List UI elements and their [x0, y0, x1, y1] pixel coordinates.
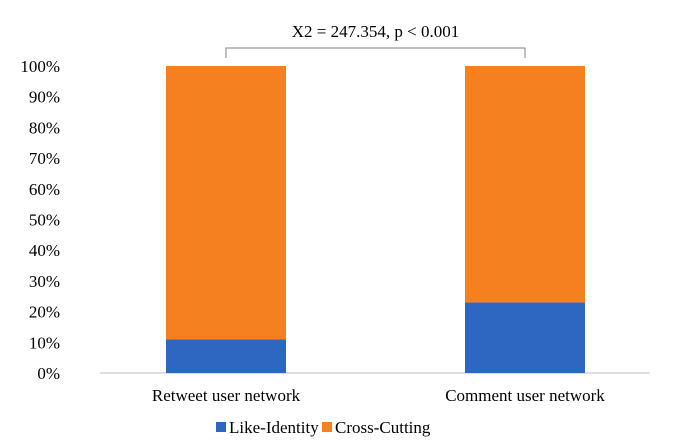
- y-tick-label: 40%: [29, 241, 60, 260]
- significance-bracket: [225, 47, 526, 58]
- legend-label: Like-Identity: [229, 418, 319, 437]
- y-tick-label: 10%: [29, 333, 60, 352]
- y-tick-label: 0%: [37, 364, 60, 383]
- legend-swatch: [322, 422, 332, 432]
- legend-label: Cross-Cutting: [335, 418, 431, 437]
- y-tick-label: 20%: [29, 303, 60, 322]
- significance-annotation: X2 = 247.354, p < 0.001: [225, 22, 526, 58]
- bar-segment-like-identity: [465, 302, 585, 373]
- legend-swatch: [216, 422, 226, 432]
- y-axis-ticks: 0% 10% 20% 30% 40% 50% 60% 70% 80% 90% 100%: [20, 57, 60, 383]
- bar-segment-cross-cutting: [166, 66, 286, 340]
- bars: [166, 66, 585, 373]
- y-tick-label: 60%: [29, 180, 60, 199]
- bar-segment-cross-cutting: [465, 66, 585, 303]
- y-tick-label: 50%: [29, 211, 60, 230]
- y-tick-label: 80%: [29, 118, 60, 137]
- y-tick-label: 30%: [29, 272, 60, 291]
- x-tick-label: Comment user network: [445, 386, 605, 405]
- significance-label: X2 = 247.354, p < 0.001: [292, 22, 459, 41]
- bar-segment-like-identity: [166, 339, 286, 373]
- y-tick-label: 70%: [29, 149, 60, 168]
- x-axis-labels: Retweet user network Comment user network: [152, 386, 605, 405]
- legend: Like-Identity Cross-Cutting: [216, 418, 431, 437]
- x-tick-label: Retweet user network: [152, 386, 301, 405]
- y-tick-label: 100%: [20, 57, 60, 76]
- y-tick-label: 90%: [29, 88, 60, 107]
